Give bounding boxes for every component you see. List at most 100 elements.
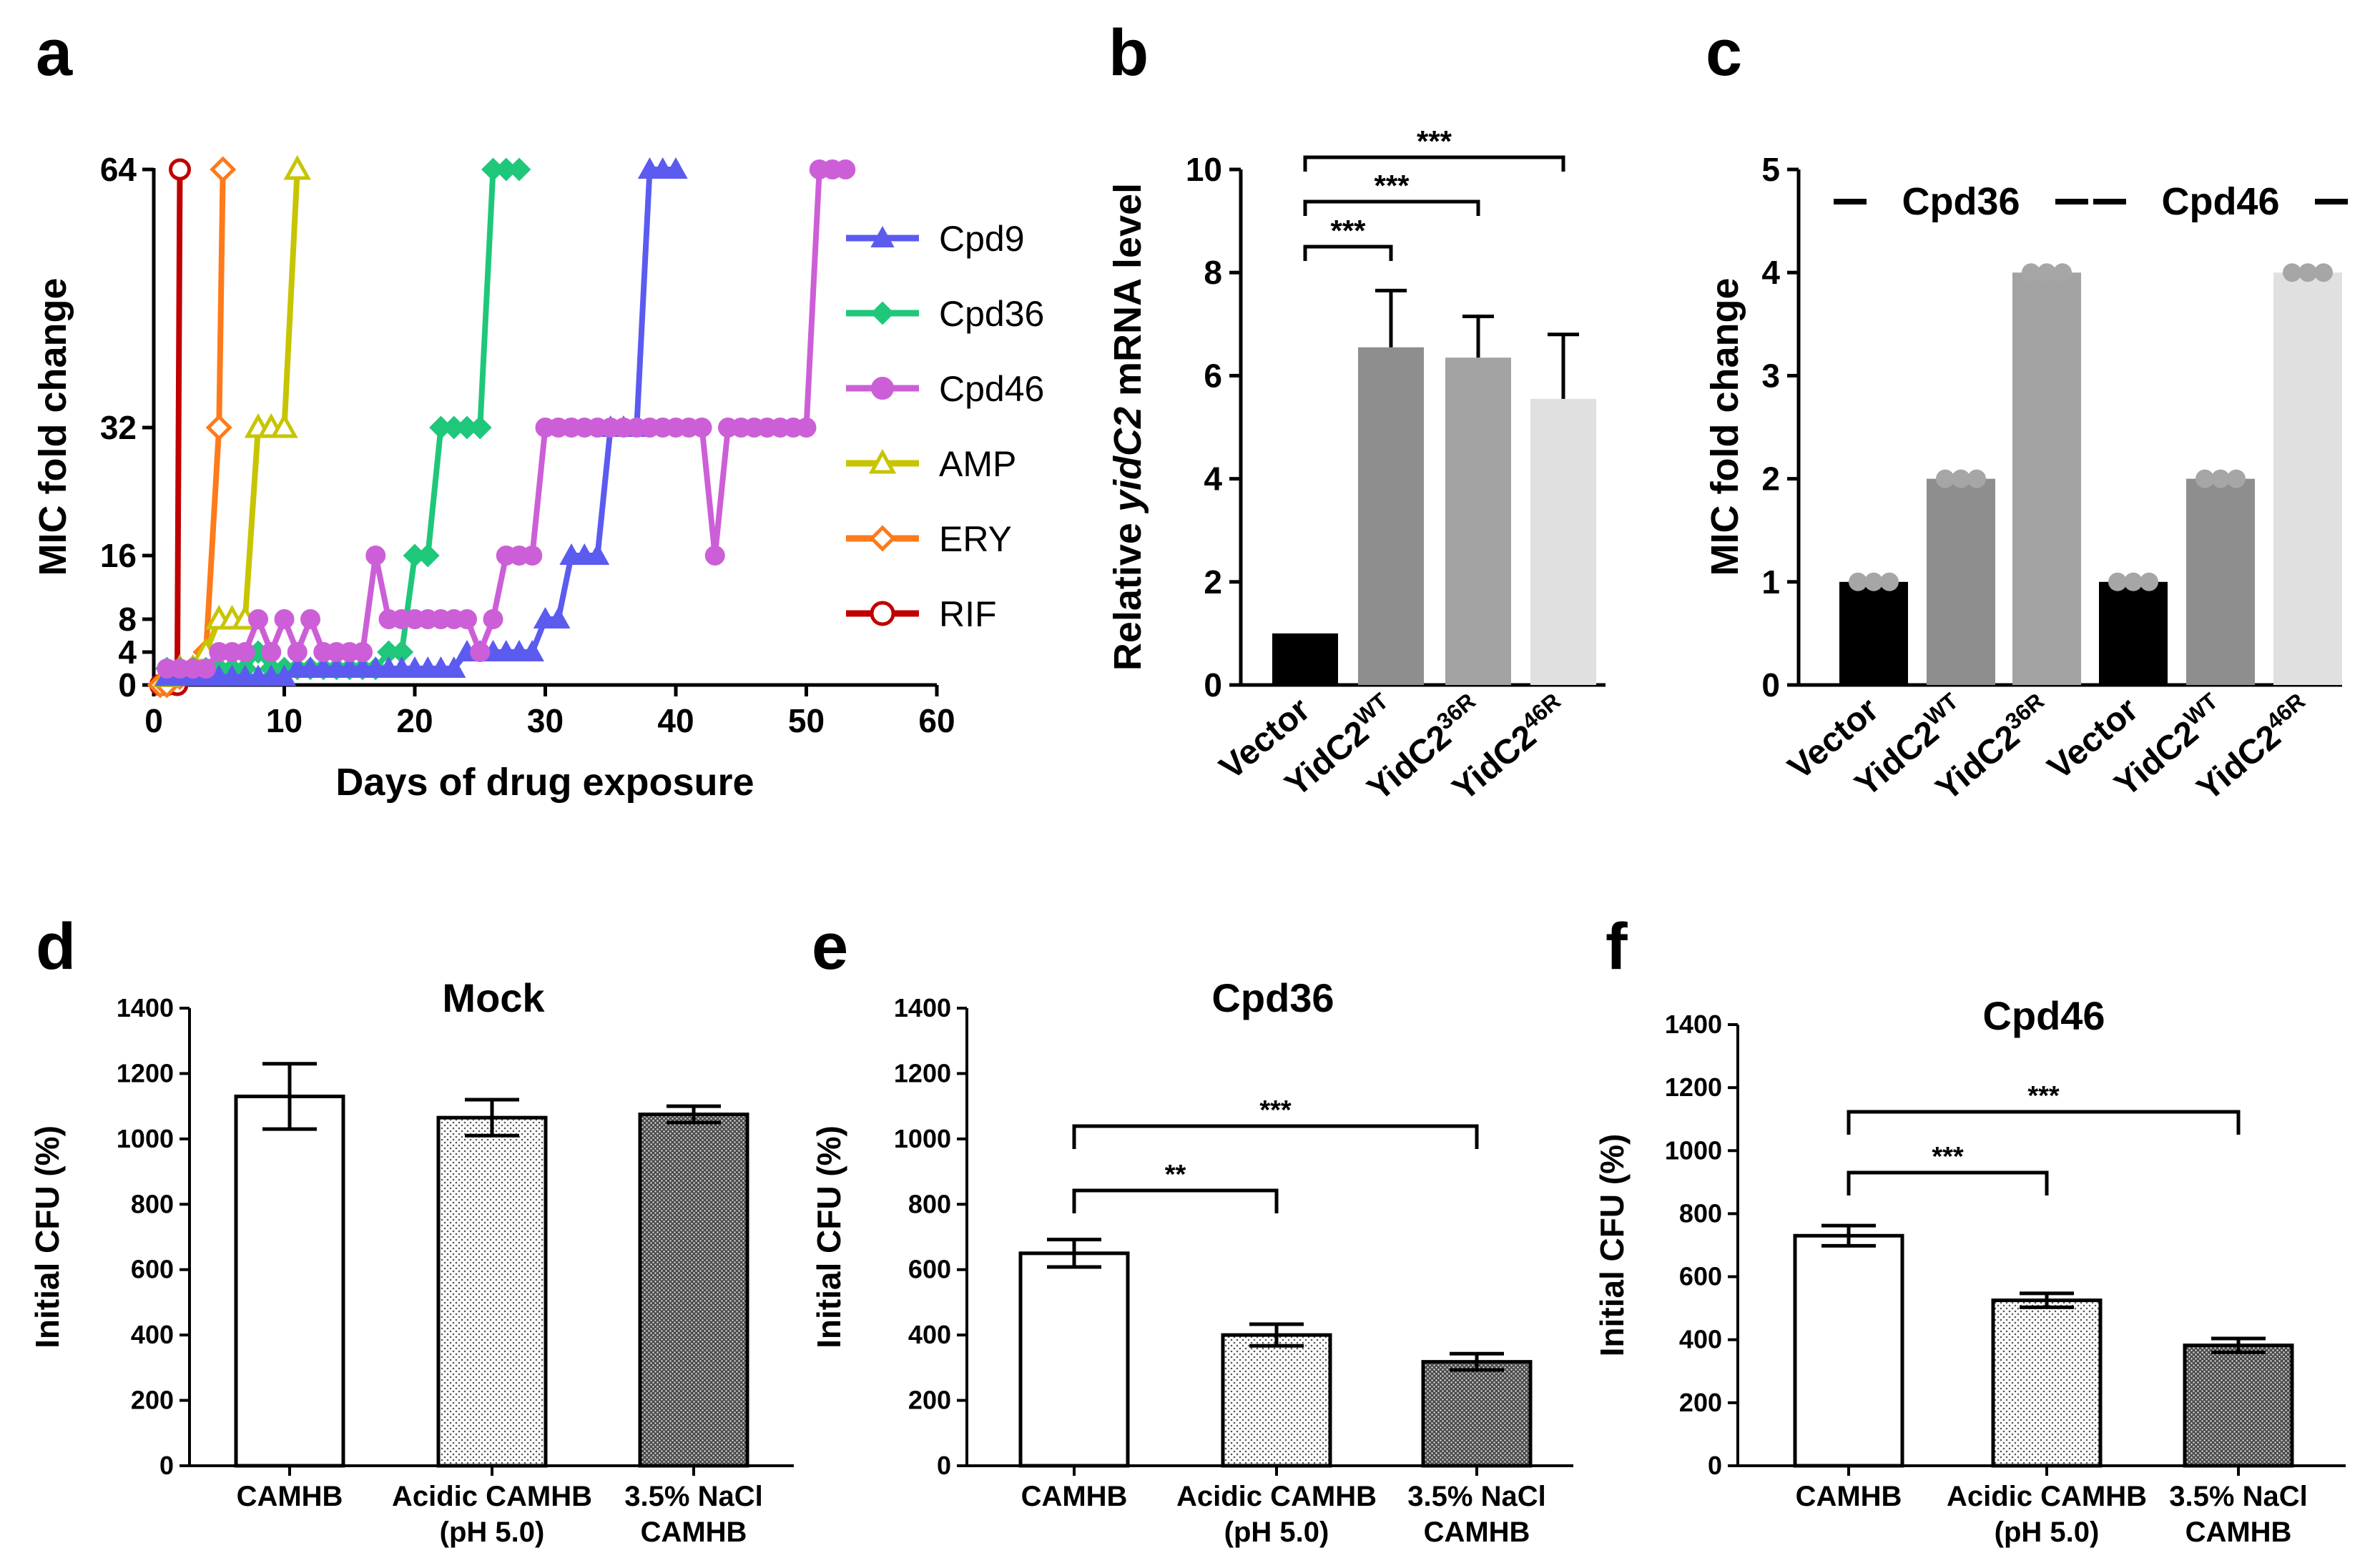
data-point [2053, 263, 2072, 282]
group-header-cpd36: Cpd36 [1834, 180, 2088, 223]
bracket-line [1847, 1170, 2049, 1195]
group-label: Cpd36 [1902, 180, 2020, 223]
data-point [470, 642, 491, 662]
series-line [165, 169, 300, 679]
bar [234, 1094, 345, 1468]
series-cpd9 [154, 157, 688, 686]
legend-item-cpd36: Cpd36 [846, 294, 1044, 334]
panel-letter-e: e [812, 910, 848, 983]
bar [1793, 1233, 1904, 1468]
y-tick-label: 600 [1679, 1262, 1722, 1291]
significance-label: *** [1932, 1142, 1964, 1172]
data-point [2283, 263, 2301, 282]
significance-bracket: *** [1072, 1095, 1479, 1149]
bracket-line [1072, 1188, 1279, 1213]
bar [2099, 581, 2168, 685]
y-tick-label: 1400 [1665, 1010, 1722, 1039]
x-tick-label: 20 [396, 702, 433, 739]
y-axis-title: MIC fold change [1703, 278, 1746, 576]
y-tick-label: 600 [908, 1255, 951, 1284]
data-point [2298, 263, 2317, 282]
legend-item-amp: AMP [846, 444, 1016, 484]
x-tick-label: 60 [918, 702, 955, 739]
y-tick-label: 1000 [1665, 1135, 1722, 1165]
x-category-label: (pH 5.0) [440, 1517, 545, 1548]
significance-bracket: *** [1303, 124, 1565, 172]
data-point [664, 157, 688, 179]
bracket-line [1847, 1110, 2241, 1135]
data-point [507, 157, 531, 182]
data-point [287, 642, 308, 662]
data-point [546, 606, 571, 628]
bracket-line [1303, 199, 1480, 216]
bar [436, 1115, 548, 1468]
y-tick-label: 6 [1204, 357, 1222, 394]
data-point [416, 543, 440, 568]
significance-bracket: *** [1303, 169, 1480, 216]
y-axis-title-gene: yidC2 [1106, 407, 1149, 514]
data-point [248, 609, 268, 629]
y-tick-label: 0 [159, 1451, 174, 1480]
legend-item-rif: RIF [846, 594, 997, 634]
y-axis-title: Initial CFU (%) [1593, 1134, 1631, 1357]
y-tick-label: 800 [131, 1189, 174, 1218]
y-tick-label: 200 [1679, 1388, 1722, 1417]
data-point [2196, 469, 2214, 488]
data-point [868, 448, 897, 474]
y-tick-label: 0 [1708, 1451, 1722, 1480]
y-tick-label: 4 [1204, 460, 1222, 498]
bar [1445, 358, 1511, 685]
x-category-label: 3.5% NaCl [2169, 1481, 2307, 1512]
panel-letter-b: b [1108, 16, 1149, 89]
x-category-label: Acidic CAMHB [1176, 1481, 1377, 1512]
data-point [2211, 469, 2230, 488]
chart-title: Cpd36 [1211, 975, 1334, 1020]
x-tick-label: 30 [527, 702, 564, 739]
x-tick-label: 10 [266, 702, 303, 739]
data-point [2037, 263, 2056, 282]
bar [1018, 1251, 1130, 1468]
panel-letter-c: c [1706, 16, 1742, 89]
data-point [2314, 263, 2333, 282]
significance-label: *** [1330, 214, 1366, 247]
y-axis-title: Initial CFU (%) [810, 1125, 847, 1348]
legend-label: AMP [939, 444, 1016, 484]
significance-label: ** [1165, 1160, 1186, 1190]
category-base: YidC2 [1445, 718, 1543, 809]
data-point [1967, 469, 1986, 488]
data-point [1864, 572, 1883, 591]
bar [2186, 478, 2255, 685]
series-rif [149, 158, 191, 696]
data-point [870, 225, 895, 247]
data-point [205, 414, 232, 441]
y-tick-label: 400 [131, 1320, 174, 1349]
y-tick-label: 1200 [894, 1058, 951, 1088]
bracket-line [1072, 1124, 1479, 1149]
data-point [692, 418, 712, 438]
y-tick-label: 16 [100, 537, 137, 574]
data-point [2108, 572, 2127, 591]
data-point [2022, 263, 2040, 282]
chart-a-mic-time-course: 048 16 32 64 0 10 20 30 40 50 60 Days of drug expos… [31, 151, 1044, 804]
y-axis-title-part: Relative [1106, 512, 1149, 671]
data-point [235, 642, 255, 662]
x-category-label: CAMHB [1796, 1481, 1902, 1512]
series-line [160, 169, 183, 688]
data-point [1936, 469, 1954, 488]
x-tick-label: 40 [657, 702, 694, 739]
bar [638, 1113, 749, 1468]
y-tick-label: 2 [1761, 460, 1780, 498]
bar [1358, 347, 1424, 685]
bar [2012, 272, 2081, 685]
y-tick-label: 0 [1204, 666, 1222, 704]
x-category-label: CAMHB [237, 1481, 343, 1512]
data-point [522, 546, 543, 566]
chart-title: Cpd46 [1982, 993, 2105, 1038]
y-tick-label: 32 [100, 409, 137, 446]
bar [1530, 398, 1596, 685]
data-point [520, 639, 544, 661]
bar [1927, 478, 1995, 685]
chart-d-mock-cfu: 0 200 400 600 800 1000 1200 1400 Mock Initial CFU… [29, 975, 794, 1548]
